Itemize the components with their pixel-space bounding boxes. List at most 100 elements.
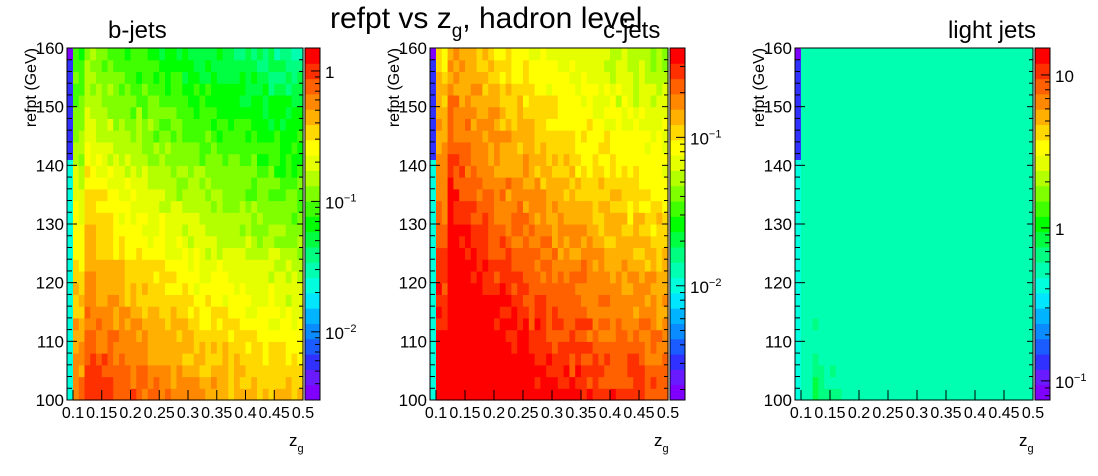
heatmap-cell [511, 247, 518, 260]
heatmap-cell [107, 188, 114, 202]
heatmap-cell [888, 294, 895, 307]
heatmap-cell [575, 130, 582, 143]
heatmap-cell [928, 341, 935, 354]
heatmap-cell [176, 259, 183, 272]
heatmap-cell [511, 388, 518, 401]
heatmap-cell [119, 165, 126, 178]
heatmap-cell [297, 177, 304, 190]
heatmap-cell [835, 270, 843, 284]
heatmap-cell [205, 200, 212, 213]
heatmap-cell [470, 341, 478, 354]
heatmap-cell [656, 282, 663, 295]
heatmap-cell [917, 270, 924, 284]
heatmap-cell [476, 59, 483, 73]
heatmap-cell [523, 71, 530, 84]
heatmap-cell [656, 59, 663, 73]
heatmap-cell [113, 188, 120, 202]
heatmap-cell [274, 130, 281, 143]
heatmap-cell [940, 141, 947, 155]
heatmap-cell [476, 259, 483, 272]
heatmap-cell [621, 329, 628, 342]
heatmap-cell [969, 294, 976, 307]
heatmap-cell [268, 59, 275, 73]
heatmap-cell [899, 141, 906, 155]
heatmap-cell [205, 177, 212, 190]
heatmap-cell [1004, 364, 1011, 378]
heatmap-cell [598, 94, 605, 108]
heatmap-cell [864, 118, 872, 131]
heatmap-cell [159, 130, 166, 143]
heatmap-cell [917, 141, 924, 155]
heatmap-cell [534, 59, 541, 73]
heatmap-cell [119, 294, 126, 307]
heatmap-cell [251, 141, 258, 155]
heatmap-cell [830, 235, 837, 249]
heatmap-cell [575, 282, 582, 295]
heatmap-cell [963, 141, 970, 155]
heatmap-cell [193, 306, 201, 319]
heatmap-cell [893, 364, 901, 378]
heatmap-cell [569, 165, 576, 178]
heatmap-cell [499, 153, 507, 166]
heatmap-cell [101, 259, 109, 272]
heatmap-cell [170, 235, 178, 249]
heatmap-cell [992, 329, 999, 342]
heatmap-cell [159, 71, 166, 84]
heatmap-cell [73, 141, 80, 155]
heatmap-cell [662, 306, 669, 319]
y-axis-label: refpt (GeV) [386, 48, 403, 127]
heatmap-cell [1015, 48, 1022, 61]
heatmap-cell [963, 294, 970, 307]
heatmap-cell [436, 94, 443, 108]
color-scale-bin [1035, 109, 1050, 126]
heatmap-cell [1004, 212, 1011, 225]
heatmap-cell [586, 200, 594, 213]
heatmap-cell [297, 294, 304, 307]
heatmap-cell [870, 282, 877, 295]
heatmap-cell [592, 141, 599, 155]
color-scale-bin [1035, 354, 1050, 370]
heatmap-cell [447, 247, 454, 260]
heatmap-cell [476, 247, 483, 260]
heatmap-cell [615, 341, 623, 354]
heatmap-cell [917, 306, 924, 319]
heatmap-cell [540, 94, 547, 108]
heatmap-cell [888, 188, 895, 202]
heatmap-cell [957, 83, 964, 96]
heatmap-cell [922, 317, 930, 331]
heatmap-cell [90, 353, 97, 366]
heatmap-cell [136, 247, 143, 260]
heatmap-cell [136, 364, 143, 378]
heatmap-cell [853, 306, 860, 319]
heatmap-cell [928, 106, 935, 119]
heatmap-cell [285, 141, 293, 155]
heatmap-cell [870, 259, 877, 272]
heatmap-cell [621, 341, 628, 354]
heatmap-cell [853, 388, 860, 401]
heatmap-cell [899, 376, 906, 389]
heatmap-edge-strip-top [795, 48, 801, 60]
heatmap-cell [876, 130, 883, 143]
heatmap-cell [986, 71, 993, 84]
heatmap-cell [870, 294, 877, 307]
heatmap-cell [975, 329, 982, 342]
heatmap-cell [853, 48, 860, 61]
heatmap-cell [239, 153, 247, 166]
heatmap-cell [165, 364, 172, 378]
heatmap-cell [581, 165, 588, 178]
heatmap-cell [644, 224, 652, 237]
heatmap-cell [297, 94, 304, 108]
heatmap-cell [946, 247, 953, 260]
heatmap-cell [188, 83, 195, 96]
heatmap-cell [540, 353, 547, 366]
heatmap-cell [859, 141, 866, 155]
heatmap-cell [656, 247, 663, 260]
heatmap-cell [142, 270, 149, 284]
heatmap-cell [1027, 259, 1034, 272]
heatmap-cell [291, 83, 298, 96]
heatmap-cell [182, 48, 189, 61]
heatmap-cell [644, 341, 652, 354]
heatmap-cell [633, 48, 640, 61]
heatmap-cell [615, 141, 623, 155]
heatmap-cell [644, 71, 652, 84]
